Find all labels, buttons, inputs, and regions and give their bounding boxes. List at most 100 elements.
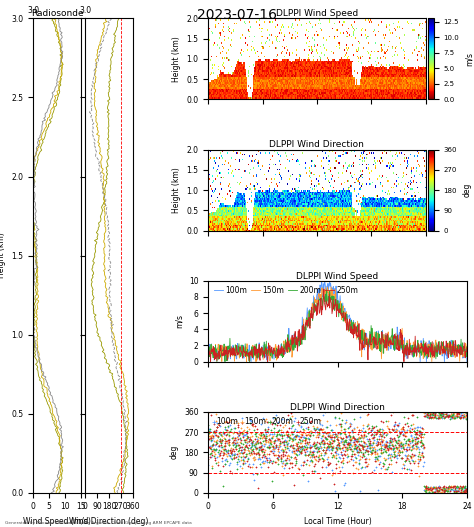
200m bbox=[348, 450, 356, 458]
150m bbox=[279, 459, 286, 467]
150m bbox=[228, 444, 235, 453]
250m bbox=[437, 408, 445, 417]
150m bbox=[291, 432, 299, 440]
200m bbox=[361, 452, 368, 461]
250m bbox=[222, 431, 230, 440]
200m bbox=[287, 441, 295, 450]
250m bbox=[205, 454, 212, 463]
250m bbox=[428, 412, 435, 421]
150m bbox=[250, 456, 258, 464]
200m bbox=[452, 487, 460, 496]
150m bbox=[438, 484, 446, 493]
200m bbox=[306, 443, 314, 452]
100m bbox=[259, 414, 266, 422]
250m bbox=[389, 425, 396, 433]
100m bbox=[248, 440, 255, 448]
200m bbox=[317, 451, 325, 459]
200m bbox=[369, 446, 377, 454]
150m bbox=[323, 429, 331, 437]
200m bbox=[366, 441, 374, 449]
X-axis label: Local Time (Hour): Local Time (Hour) bbox=[304, 517, 372, 526]
150m bbox=[327, 439, 335, 447]
100m bbox=[245, 454, 252, 462]
150m bbox=[356, 455, 364, 463]
200m bbox=[428, 408, 435, 416]
250m bbox=[328, 448, 335, 457]
100m bbox=[390, 444, 398, 452]
150m bbox=[459, 488, 466, 496]
200m bbox=[461, 483, 469, 492]
100m bbox=[205, 425, 213, 433]
250m bbox=[428, 413, 436, 421]
250m bbox=[293, 442, 301, 451]
100m bbox=[371, 436, 378, 444]
100m bbox=[321, 434, 329, 443]
100m bbox=[207, 436, 215, 445]
250m bbox=[249, 420, 256, 428]
150m bbox=[426, 484, 433, 493]
150m bbox=[385, 427, 393, 435]
100m bbox=[354, 446, 361, 455]
100m bbox=[227, 454, 235, 462]
200m bbox=[331, 430, 338, 438]
100m bbox=[446, 412, 454, 421]
100m bbox=[428, 409, 436, 418]
150m bbox=[305, 461, 312, 470]
200m bbox=[298, 445, 306, 453]
100m bbox=[322, 462, 329, 471]
100m bbox=[353, 441, 360, 449]
150m bbox=[402, 428, 410, 436]
150m bbox=[339, 456, 347, 465]
100m bbox=[393, 454, 401, 462]
200m bbox=[365, 441, 373, 450]
150m bbox=[310, 438, 318, 446]
200m bbox=[452, 483, 459, 491]
100m bbox=[229, 433, 237, 441]
200m bbox=[458, 484, 465, 493]
250m bbox=[363, 445, 370, 454]
150m bbox=[319, 432, 327, 440]
100m bbox=[336, 454, 344, 462]
200m bbox=[264, 427, 271, 435]
200m bbox=[411, 438, 419, 447]
250m bbox=[413, 434, 420, 443]
100m bbox=[456, 412, 464, 421]
200m bbox=[374, 426, 382, 435]
150m bbox=[224, 427, 232, 436]
150m bbox=[376, 439, 384, 447]
100m bbox=[418, 448, 426, 456]
150m bbox=[392, 444, 400, 452]
250m bbox=[408, 425, 415, 433]
Legend: 100m, 150m, 200m, 250m: 100m, 150m, 200m, 250m bbox=[212, 416, 323, 428]
250m bbox=[228, 448, 235, 456]
250m bbox=[299, 442, 306, 451]
150m bbox=[391, 448, 398, 456]
250m bbox=[256, 437, 264, 446]
200m bbox=[337, 429, 344, 437]
100m bbox=[354, 434, 362, 443]
100m bbox=[343, 433, 351, 441]
100m bbox=[222, 454, 230, 463]
200m bbox=[239, 455, 247, 464]
150m bbox=[261, 436, 268, 445]
150m bbox=[251, 440, 259, 448]
100m bbox=[254, 448, 261, 457]
200m bbox=[232, 442, 240, 451]
100m bbox=[283, 447, 290, 456]
200m bbox=[360, 443, 367, 452]
150m bbox=[339, 443, 346, 451]
100m bbox=[376, 458, 384, 466]
200m bbox=[246, 448, 253, 457]
250m bbox=[463, 411, 470, 419]
250m bbox=[249, 447, 257, 455]
200m bbox=[252, 440, 259, 448]
100m bbox=[434, 411, 441, 419]
250m bbox=[382, 441, 389, 450]
200m bbox=[346, 433, 353, 441]
100m bbox=[454, 487, 461, 495]
250m bbox=[208, 451, 216, 460]
250m bbox=[315, 455, 323, 464]
100m bbox=[361, 463, 369, 472]
100m bbox=[392, 420, 399, 428]
200m bbox=[357, 448, 365, 456]
